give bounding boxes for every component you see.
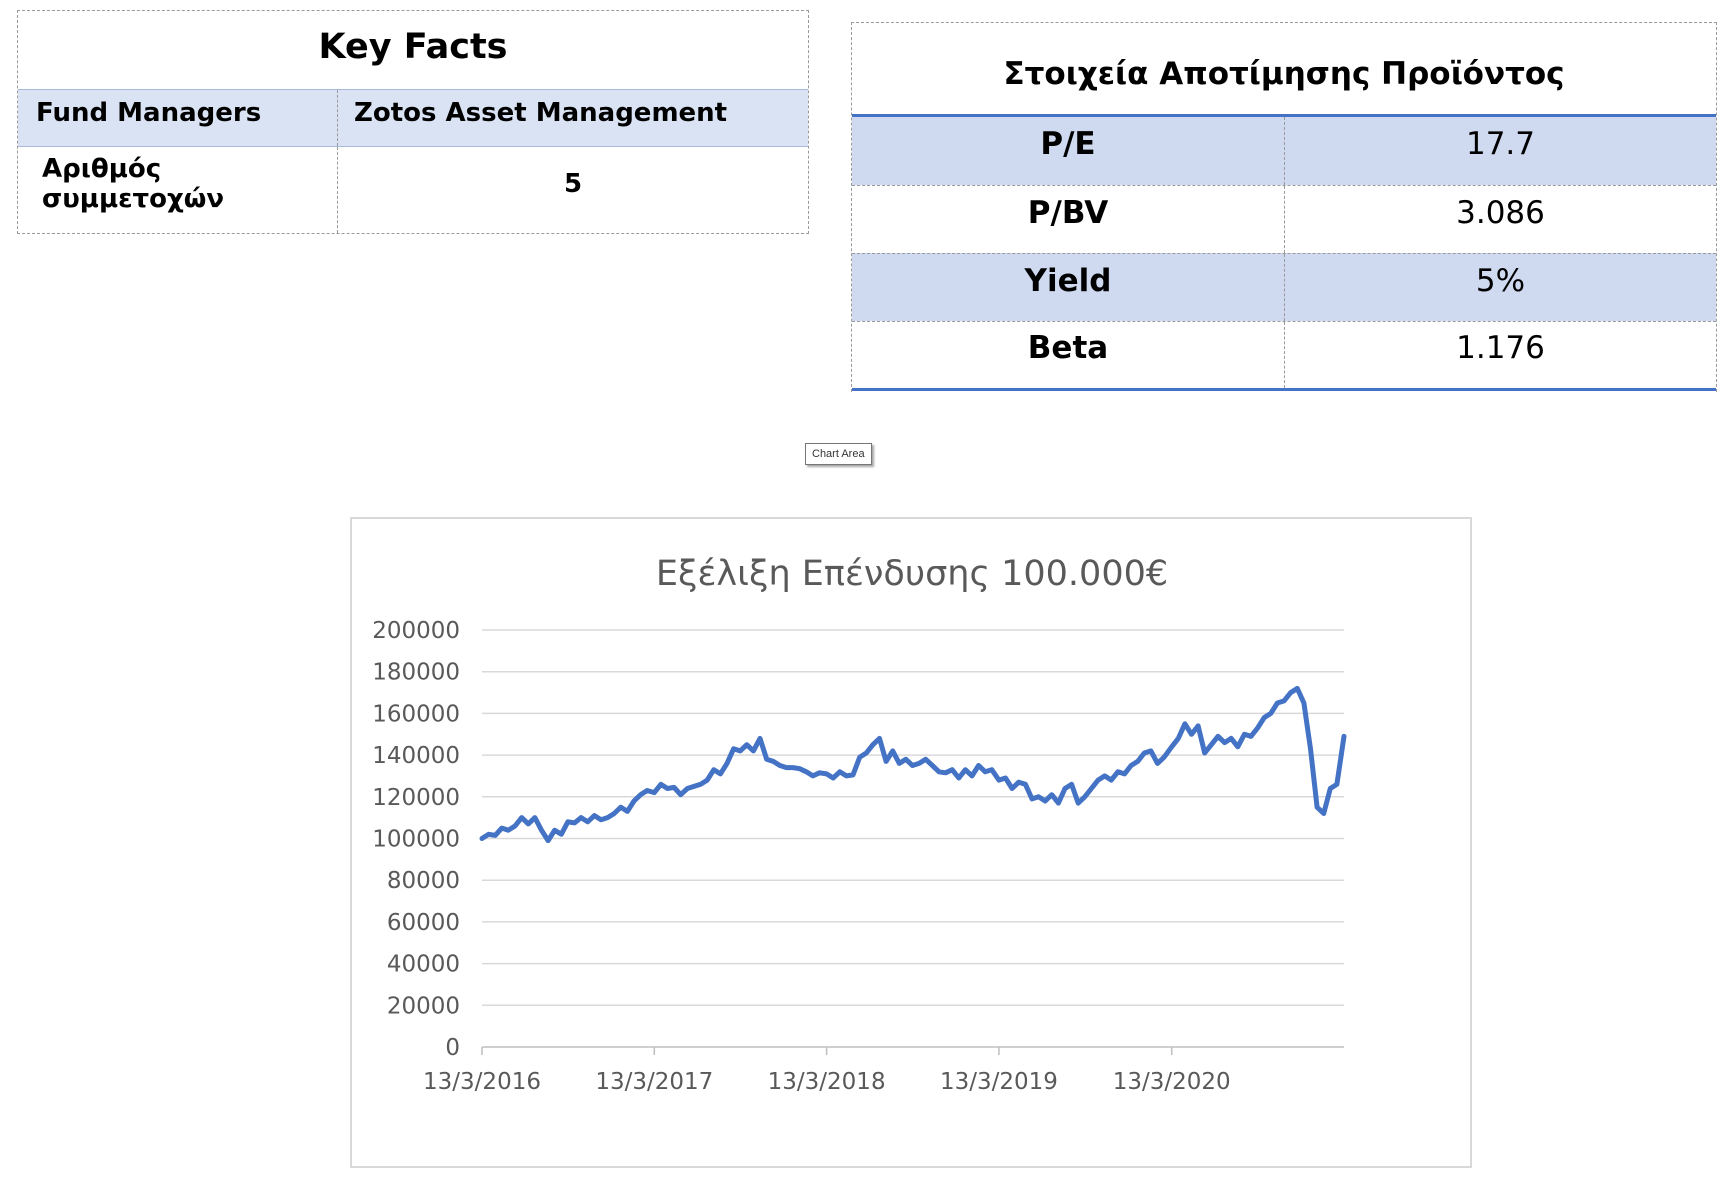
y-tick-label: 180000 [372, 660, 460, 686]
fund-managers-value: Zotos Asset Management [354, 98, 728, 128]
valuation-title: Στοιχεία Αποτίμησης Προϊόντος [852, 23, 1716, 117]
y-axis-ticks: 0 20000 40000 60000 80000 100000 120000 140000 1… [372, 618, 460, 1061]
key-facts-row-holdings: Αριθμός συμμετοχών 5 [18, 147, 808, 233]
y-tick-label: 0 [445, 1035, 460, 1061]
y-tick-label: 100000 [372, 827, 460, 853]
key-facts-title: Key Facts [318, 27, 508, 67]
valuation-row-beta: Beta 1.176 [852, 321, 1716, 391]
y-tick-label: 40000 [387, 952, 460, 978]
x-tick-label: 13/3/2018 [768, 1069, 886, 1095]
valuation-row-yield: Yield 5% [852, 253, 1716, 321]
y-tick-label: 160000 [372, 701, 460, 727]
y-tick-label: 200000 [372, 618, 460, 644]
fund-managers-label: Fund Managers [18, 90, 338, 146]
x-tick-label: 13/3/2020 [1113, 1069, 1231, 1095]
y-tick-label: 80000 [387, 868, 460, 894]
pe-label: P/E [852, 117, 1285, 185]
x-tick-label: 13/3/2017 [595, 1069, 713, 1095]
pbv-value: 3.086 [1456, 194, 1545, 231]
yield-label: Yield [852, 254, 1285, 321]
beta-value: 1.176 [1456, 330, 1545, 366]
y-tick-label: 140000 [372, 743, 460, 769]
holdings-count-label: Αριθμός συμμετοχών [18, 147, 338, 233]
key-facts-row-fund-managers: Fund Managers Zotos Asset Management [18, 89, 808, 147]
y-tick-label: 120000 [372, 785, 460, 811]
x-axis-ticks: 13/3/2016 13/3/2017 13/3/2018 13/3/2019 13/3… [423, 1047, 1231, 1095]
pbv-label: P/BV [852, 186, 1285, 253]
valuation-table: Στοιχεία Αποτίμησης Προϊόντος P/E 17.7 P… [851, 22, 1717, 392]
valuation-row-pbv: P/BV 3.086 [852, 185, 1716, 253]
chart-area-tooltip: Chart Area [805, 443, 872, 465]
pe-value: 17.7 [1465, 126, 1536, 162]
holdings-count-value: 5 [563, 169, 583, 199]
beta-label: Beta [852, 322, 1285, 388]
series-line-group [479, 685, 1347, 844]
x-tick-label: 13/3/2016 [423, 1069, 541, 1095]
valuation-row-pe: P/E 17.7 [852, 117, 1716, 185]
yield-value: 5% [1475, 262, 1526, 299]
key-facts-table: Key Facts Fund Managers Zotos Asset Mana… [17, 10, 809, 234]
chart-title: Εξέλιξη Επένδυσης 100.000€ [656, 554, 1168, 594]
y-tick-label: 20000 [387, 993, 460, 1019]
x-tick-label: 13/3/2019 [940, 1069, 1058, 1095]
y-tick-label: 60000 [387, 910, 460, 936]
chart-area[interactable]: Εξέλιξη Επένδυσης 100.000€ 0 20000 40000 60… [350, 517, 1472, 1168]
series-line [479, 685, 1347, 844]
investment-growth-chart: Εξέλιξη Επένδυσης 100.000€ 0 20000 40000 60… [372, 554, 1347, 1095]
gridlines [482, 629, 1344, 1048]
